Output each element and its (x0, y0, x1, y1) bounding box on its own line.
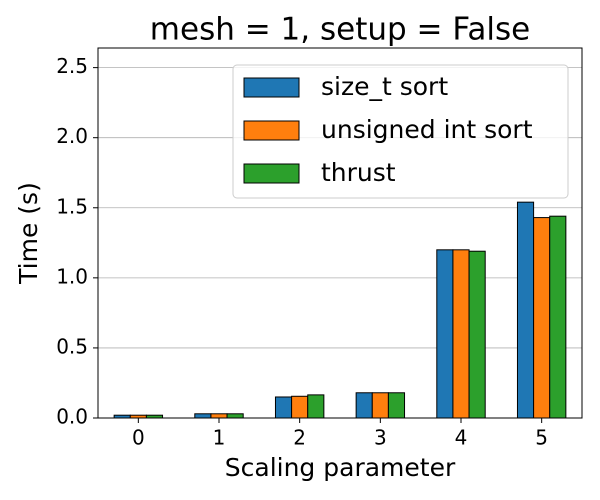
x-tick-label: 3 (374, 426, 387, 450)
bar (355, 392, 373, 419)
legend-swatch (243, 77, 300, 98)
y-tick-label: 2.5 (56, 54, 88, 78)
y-axis-label: Time (s) (14, 182, 43, 285)
y-tick-label: 2.0 (56, 124, 88, 148)
bar (226, 413, 244, 419)
legend-label: unsigned int sort (321, 115, 533, 144)
x-axis-label: Scaling parameter (225, 453, 456, 482)
bar (274, 396, 293, 419)
legend-swatch (243, 120, 300, 141)
bar (436, 249, 454, 419)
bar (371, 392, 389, 419)
y-tick-label: 0.5 (56, 334, 88, 358)
plot-frame (97, 47, 583, 419)
x-tick-label: 2 (293, 426, 306, 450)
bar (387, 392, 406, 419)
bar (210, 413, 228, 419)
bar (307, 394, 325, 419)
legend-label: thrust (321, 158, 396, 187)
x-tick-label: 4 (455, 426, 468, 450)
legend-swatch (243, 163, 300, 184)
y-tick-label: 1.5 (56, 194, 88, 218)
bar (549, 215, 567, 419)
legend-box (232, 64, 569, 199)
x-tick-label: 0 (132, 426, 145, 450)
x-tick-label: 5 (535, 426, 548, 450)
bar (452, 249, 470, 419)
chart-title: mesh = 1, setup = False (150, 12, 530, 48)
x-tick-label: 1 (213, 426, 226, 450)
bar (291, 395, 309, 419)
bar (468, 250, 486, 419)
bar (516, 201, 535, 419)
y-tick-label: 0.0 (56, 405, 88, 429)
legend-label: size_t sort (321, 72, 448, 101)
bar (533, 217, 551, 419)
y-tick-label: 1.0 (56, 264, 88, 288)
bar (194, 413, 212, 419)
